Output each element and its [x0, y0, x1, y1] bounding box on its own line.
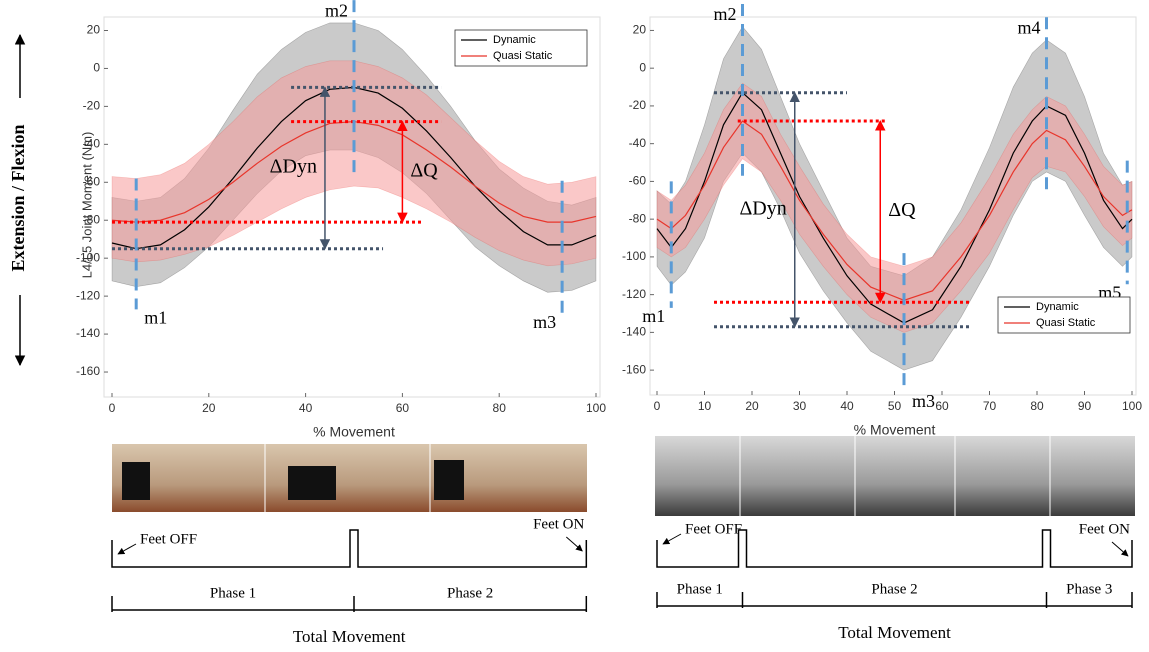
y-tick-label: -40 — [629, 136, 647, 150]
phase-label: Phase 3 — [1066, 581, 1112, 597]
x-tick-label: 100 — [586, 401, 606, 415]
x-tick-label: 60 — [396, 401, 410, 415]
legend-label: Quasi Static — [493, 50, 553, 62]
y-tick-label: -160 — [76, 364, 100, 378]
y-tick-label: -160 — [622, 362, 646, 376]
event-label: Feet OFF — [685, 521, 742, 537]
photo-strip — [112, 436, 1135, 516]
x-tick-label: 40 — [840, 399, 854, 413]
marker-label: m1 — [642, 306, 665, 326]
y-tick-label: -100 — [622, 249, 646, 263]
y-tick-label: -120 — [622, 287, 646, 301]
legend-label: Dynamic — [493, 34, 536, 46]
figure: Extension / Flexion -160 -140 -120 -100 -80 -… — [0, 0, 1149, 652]
photo — [112, 444, 587, 512]
delta-label: ΔDyn — [739, 197, 786, 219]
side-label: Extension / Flexion — [8, 35, 28, 365]
y-axis-label: L4/L5 Joint Moment (Nm) — [79, 132, 94, 279]
legend-label: Dynamic — [1036, 301, 1079, 313]
x-tick-label: 100 — [1122, 399, 1142, 413]
y-tick-label: -140 — [76, 326, 100, 340]
y-tick-label: 20 — [633, 23, 647, 37]
x-axis-label: % Movement — [854, 422, 936, 438]
x-tick-label: 20 — [202, 401, 216, 415]
x-tick-label: 60 — [935, 399, 949, 413]
delta-label: ΔQ — [410, 159, 438, 181]
event-arrow — [1112, 542, 1128, 556]
x-tick-label: 70 — [983, 399, 997, 413]
event-arrow — [663, 534, 681, 544]
caption: Total Movement — [293, 627, 406, 646]
phase-label: Phase 2 — [871, 581, 917, 597]
y-tick-label: -120 — [76, 288, 100, 302]
y-tick-label: 0 — [93, 61, 100, 75]
marker-label: m2 — [325, 0, 348, 20]
x-tick-label: 80 — [1030, 399, 1044, 413]
x-tick-label: 20 — [745, 399, 759, 413]
marker-label: m1 — [144, 308, 167, 328]
event-label: Feet ON — [533, 516, 584, 532]
x-tick-label: 0 — [654, 399, 661, 413]
y-tick-label: -140 — [622, 325, 646, 339]
y-tick-label: 0 — [639, 60, 646, 74]
photo-mask — [122, 462, 150, 500]
legend-label: Quasi Static — [1036, 317, 1096, 329]
phase-label: Phase 1 — [677, 581, 723, 597]
marker-label: m4 — [1017, 17, 1040, 37]
event-label: Feet OFF — [140, 531, 197, 547]
x-tick-label: 30 — [793, 399, 807, 413]
y-tick-label: -20 — [629, 98, 647, 112]
photo-mask — [434, 460, 464, 500]
x-tick-label: 40 — [299, 401, 313, 415]
x-axis-label: % Movement — [313, 424, 395, 440]
side-label-text: Extension / Flexion — [8, 124, 28, 271]
event-label: Feet ON — [1079, 521, 1130, 537]
marker-label: m3 — [912, 391, 935, 411]
x-tick-label: 0 — [109, 401, 116, 415]
y-tick-label: -60 — [629, 174, 647, 188]
phase-label: Phase 2 — [447, 585, 493, 601]
y-tick-label: -20 — [83, 99, 101, 113]
phase-label: Phase 1 — [210, 585, 256, 601]
delta-label: ΔQ — [888, 199, 916, 221]
photo — [655, 436, 1135, 516]
y-tick-label: 20 — [87, 23, 101, 37]
legend: Dynamic Quasi Static — [455, 30, 587, 66]
event-arrow — [118, 544, 136, 554]
legend: Dynamic Quasi Static — [998, 297, 1130, 333]
x-tick-label: 50 — [888, 399, 902, 413]
x-tick-label: 80 — [493, 401, 507, 415]
x-tick-label: 90 — [1078, 399, 1092, 413]
event-arrow — [566, 537, 582, 551]
y-tick-label: -80 — [629, 211, 647, 225]
delta-label: ΔDyn — [270, 156, 317, 178]
marker-label: m3 — [533, 312, 556, 332]
photo-mask — [288, 466, 336, 500]
marker-label: m2 — [713, 4, 736, 24]
caption: Total Movement — [838, 623, 951, 642]
x-tick-label: 10 — [698, 399, 712, 413]
